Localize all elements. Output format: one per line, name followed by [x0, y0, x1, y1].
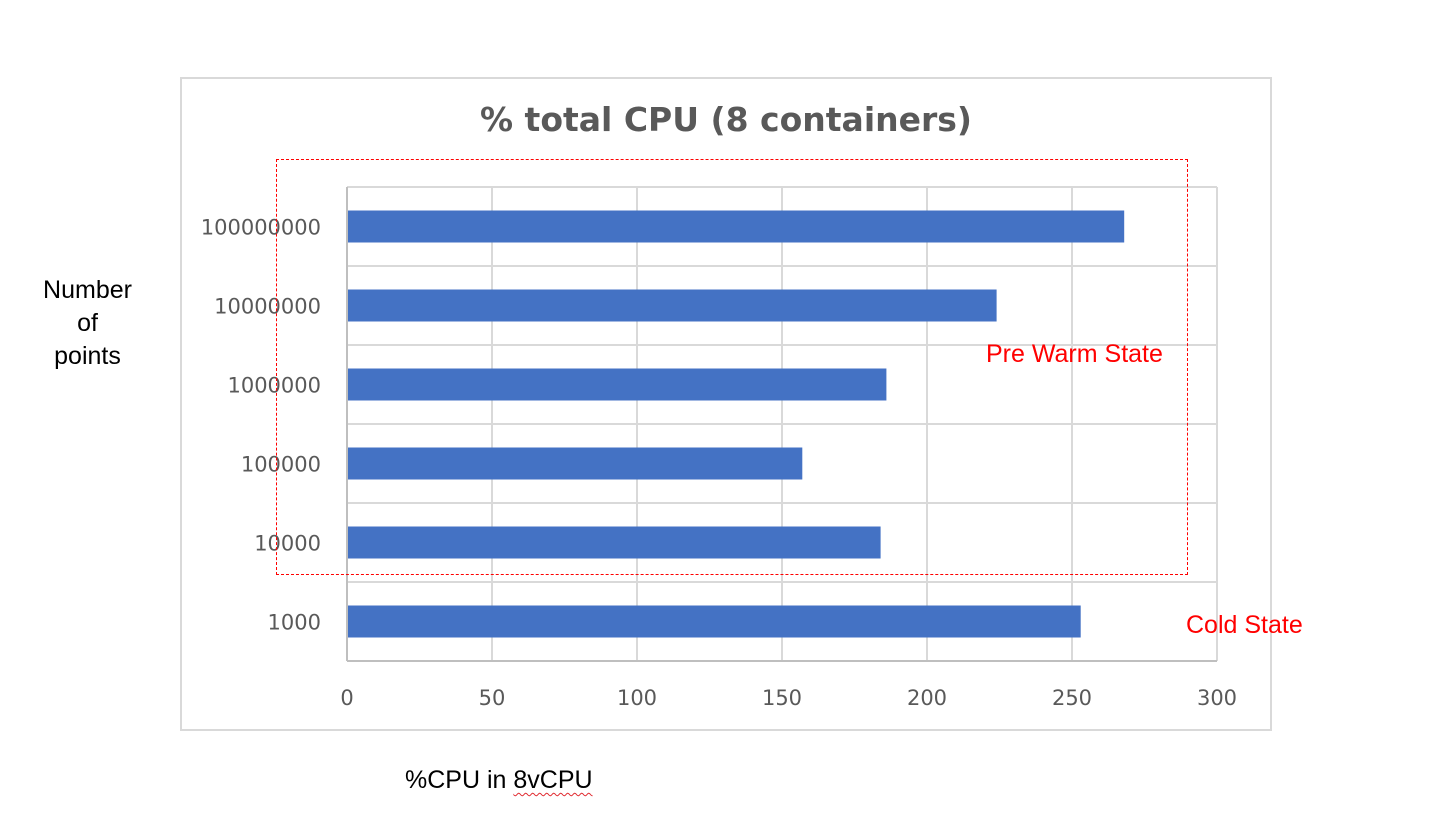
y-tick-label-10000: 10000: [254, 532, 321, 556]
x-tick-label-100: 100: [617, 686, 657, 710]
y-tick-label-10000000: 10000000: [214, 295, 321, 319]
y-axis-label: Number of points: [43, 276, 132, 370]
bar-10000000: [348, 289, 997, 322]
bar-100000: [348, 447, 803, 480]
y-tick-label-1000: 1000: [268, 611, 321, 635]
y-tick-label-1000000: 1000000: [227, 374, 321, 398]
x-tick-label-0: 0: [340, 686, 353, 710]
cold-state-annotation: Cold State: [1186, 611, 1303, 639]
pre-warm-annotation: Pre Warm State: [986, 340, 1163, 368]
bar-1000: [348, 605, 1081, 638]
x-tick-label-150: 150: [762, 686, 802, 710]
y-tick-label-100000000: 100000000: [201, 216, 321, 240]
x-tick-label-50: 50: [479, 686, 506, 710]
x-axis-label: %CPU in 8vCPU: [405, 766, 593, 795]
bar-10000: [348, 526, 881, 559]
x-tick-label-250: 250: [1052, 686, 1092, 710]
pre-warm-region-box: [276, 159, 1188, 575]
x-axis-label-prefix: %CPU in: [405, 766, 514, 794]
bar-1000000: [348, 368, 887, 401]
chart-title: % total CPU (8 containers): [479, 100, 973, 139]
x-tick-label-300: 300: [1197, 686, 1237, 710]
x-axis-label-unit: 8vCPU: [513, 766, 593, 794]
y-tick-label-100000: 100000: [241, 453, 321, 477]
x-tick-label-200: 200: [907, 686, 947, 710]
bar-100000000: [348, 210, 1125, 243]
